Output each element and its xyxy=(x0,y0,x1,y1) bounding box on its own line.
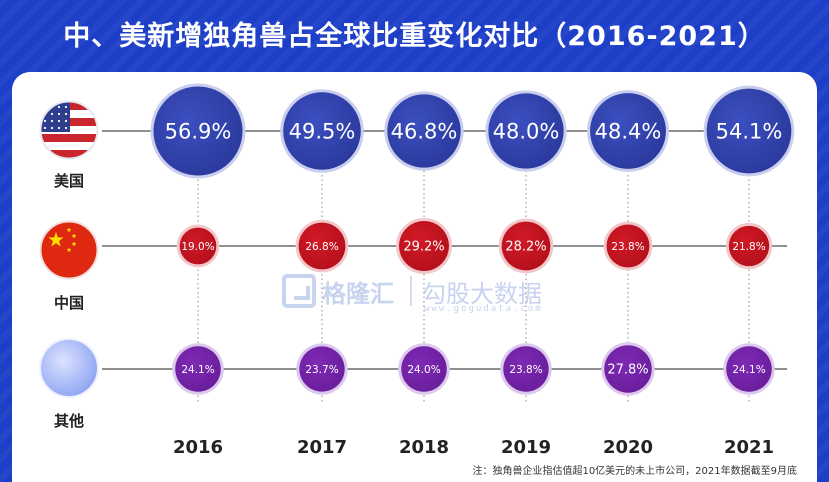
us-value-label-2019: 48.0% xyxy=(493,120,560,144)
china-bubble-2016 xyxy=(179,227,217,265)
other-value-label-2019: 23.8% xyxy=(509,364,542,376)
watermark-logo-icon xyxy=(282,274,316,308)
china-flag-small-star xyxy=(71,241,77,247)
china-bubble-2018 xyxy=(399,221,449,271)
china-flag-small-star xyxy=(66,227,72,233)
us-value-label-2016: 56.9% xyxy=(165,120,232,144)
us-value-label-2020: 48.4% xyxy=(595,120,662,144)
year-label-2017: 2017 xyxy=(297,437,347,458)
china-value-label-2017: 26.8% xyxy=(305,241,338,253)
china-bubble-2019 xyxy=(501,221,551,271)
us-value-label-2018: 46.8% xyxy=(391,120,458,144)
china-bubble-2017 xyxy=(298,222,346,270)
us-bubble-2016 xyxy=(153,86,243,176)
year-label-2021: 2021 xyxy=(724,437,774,458)
other-bubble-2018 xyxy=(401,346,447,392)
china-value-label-2019: 28.2% xyxy=(505,240,546,255)
watermark-url: www.gogudata.com xyxy=(424,304,543,314)
watermark-subtitle: 勾股大数据 xyxy=(422,280,542,308)
globe-icon xyxy=(39,338,99,398)
other-value-label-2020: 27.8% xyxy=(607,363,648,378)
china-flag-small-star xyxy=(66,247,72,253)
china-value-label-2018: 29.2% xyxy=(403,240,444,255)
china-flag-big-star xyxy=(48,232,64,247)
other-bubble-2017 xyxy=(299,346,345,392)
china-flag-ring xyxy=(39,220,99,280)
row-label-other: 其他 xyxy=(54,412,84,430)
watermark: 格隆汇 勾股大数据 www.gogudata.com xyxy=(282,268,582,318)
us-bubble-2019 xyxy=(488,93,564,169)
china-flag-small-star xyxy=(71,233,77,239)
row-label-china: 中国 xyxy=(54,294,84,312)
us-value-label-2021: 54.1% xyxy=(716,120,783,144)
year-label-2016: 2016 xyxy=(173,437,223,458)
year-label-2020: 2020 xyxy=(603,437,653,458)
us-bubble-2020 xyxy=(590,93,666,169)
china-value-label-2016: 19.0% xyxy=(181,241,214,253)
us-bubble-2018 xyxy=(387,94,461,168)
china-value-label-2021: 21.8% xyxy=(732,241,765,253)
china-flag-icon xyxy=(41,222,97,278)
other-value-label-2017: 23.7% xyxy=(305,364,338,376)
other-value-label-2018: 24.0% xyxy=(407,364,440,376)
other-value-label-2021: 24.1% xyxy=(732,364,765,376)
year-label-2019: 2019 xyxy=(501,437,551,458)
row-label-us: 美国 xyxy=(54,172,84,190)
china-bubble-2020 xyxy=(606,224,650,268)
us-flag-ring xyxy=(39,100,99,160)
year-label-2018: 2018 xyxy=(399,437,449,458)
watermark-divider xyxy=(410,276,412,306)
china-value-label-2020: 23.8% xyxy=(611,241,644,253)
footnote: 注：独角兽企业指估值超10亿美元的未上市公司，2021年数据截至9月底 xyxy=(472,466,797,477)
chart-panel: 格隆汇 勾股大数据 www.gogudata.com 美国中国其他 56.9% 49… xyxy=(12,72,817,482)
other-bubble-2016 xyxy=(175,346,221,392)
us-bubble-2017 xyxy=(283,92,361,170)
other-bubble-2021 xyxy=(726,346,772,392)
watermark-brand: 格隆汇 xyxy=(322,280,394,308)
other-value-label-2016: 24.1% xyxy=(181,364,214,376)
china-bubble-2021 xyxy=(728,225,770,267)
other-bubble-2019 xyxy=(503,346,549,392)
us-bubble-2021 xyxy=(706,88,792,174)
chart-title: 中、美新增独角兽占全球比重变化对比（2016-2021） xyxy=(63,21,766,52)
other-bubble-2020 xyxy=(604,345,652,393)
us-value-label-2017: 49.5% xyxy=(289,120,356,144)
